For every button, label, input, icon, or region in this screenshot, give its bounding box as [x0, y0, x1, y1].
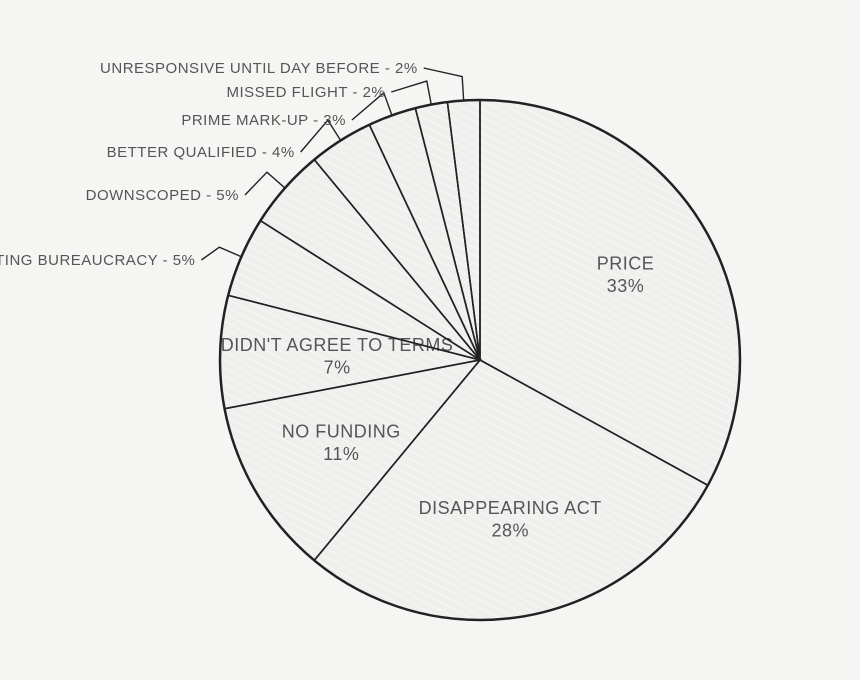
slice-label: CONTRACTING BUREAUCRACY - 5%: [0, 252, 195, 269]
slice-label: MISSED FLIGHT - 2%: [227, 84, 386, 101]
slice-label: DOWNSCOPED - 5%: [86, 187, 239, 204]
slice-label: BETTER QUALIFIED - 4%: [107, 144, 295, 161]
slice-label: PRIME MARK-UP - 3%: [181, 112, 346, 129]
leader-line: [201, 247, 241, 260]
leader-line: [391, 81, 431, 105]
slice-label: UNRESPONSIVE UNTIL DAY BEFORE - 2%: [100, 60, 418, 77]
leader-line: [245, 172, 285, 195]
